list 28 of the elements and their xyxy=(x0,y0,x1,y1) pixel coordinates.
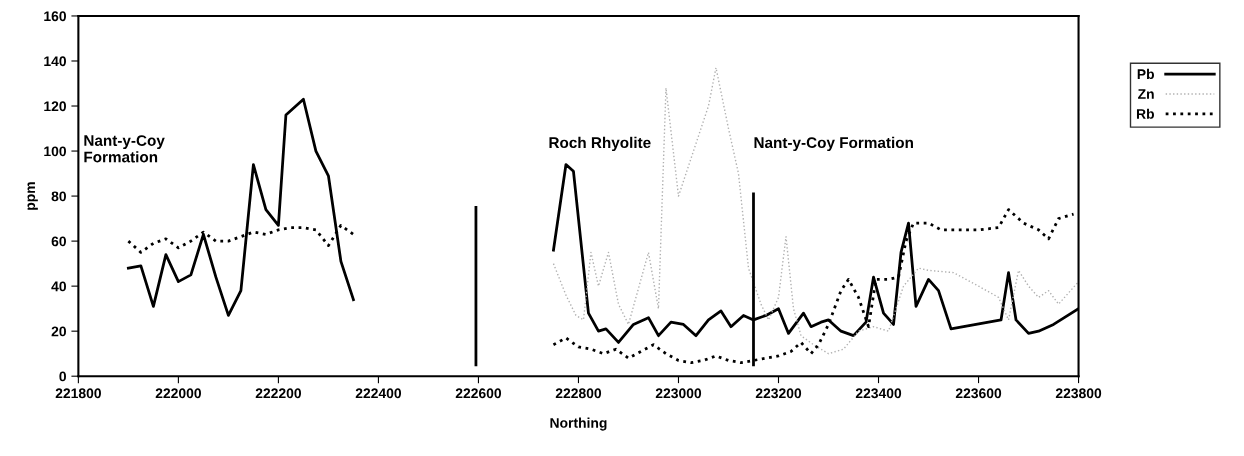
x-tick-label: 223800 xyxy=(1055,388,1102,399)
legend-label: Rb xyxy=(1136,108,1154,119)
y-tick-label: 160 xyxy=(44,11,66,22)
y-tick-label: 0 xyxy=(59,371,66,382)
annotation: Nant-y-Coy Formation xyxy=(754,136,913,152)
x-tick-label: 222200 xyxy=(255,388,302,399)
x-tick-label: 222400 xyxy=(355,388,402,399)
y-tick-label: 80 xyxy=(51,191,66,202)
y-tick-label: 40 xyxy=(51,281,66,292)
y-tick-label: 120 xyxy=(44,101,66,112)
x-tick-label: 222600 xyxy=(455,388,502,399)
y-tick-label: 140 xyxy=(44,56,66,67)
annotation: Roch Rhyolite xyxy=(549,136,651,152)
x-tick-label: 222800 xyxy=(555,388,602,399)
y-tick-label: 60 xyxy=(51,236,66,247)
y-tick-label: 20 xyxy=(51,326,66,337)
legend-label: Zn xyxy=(1138,89,1154,99)
legend-label: Pb xyxy=(1137,68,1154,80)
y-tick-label: 100 xyxy=(44,146,66,157)
annotation: Nant-y-Coy Formation xyxy=(84,135,165,163)
y-axis-title: ppm xyxy=(27,182,38,210)
x-tick-label: 221800 xyxy=(55,388,101,399)
x-tick-label: 223600 xyxy=(955,388,1002,399)
x-tick-label: 223000 xyxy=(655,388,702,399)
x-axis-title: Northing xyxy=(550,417,607,431)
x-tick-label: 222000 xyxy=(155,388,201,399)
x-tick-label: 223200 xyxy=(755,388,802,399)
x-tick-label: 223400 xyxy=(855,388,902,399)
